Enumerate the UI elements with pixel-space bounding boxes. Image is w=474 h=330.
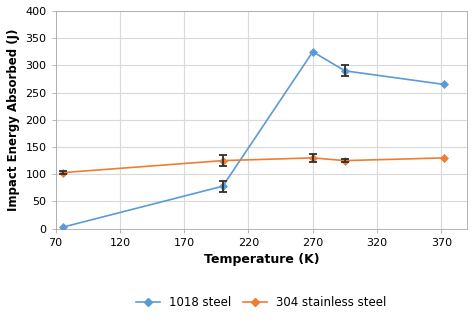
Y-axis label: Impact Energy Absorbed (J): Impact Energy Absorbed (J): [7, 29, 20, 211]
Legend: 1018 steel, 304 stainless steel: 1018 steel, 304 stainless steel: [131, 291, 392, 314]
X-axis label: Temperature (K): Temperature (K): [203, 253, 319, 266]
